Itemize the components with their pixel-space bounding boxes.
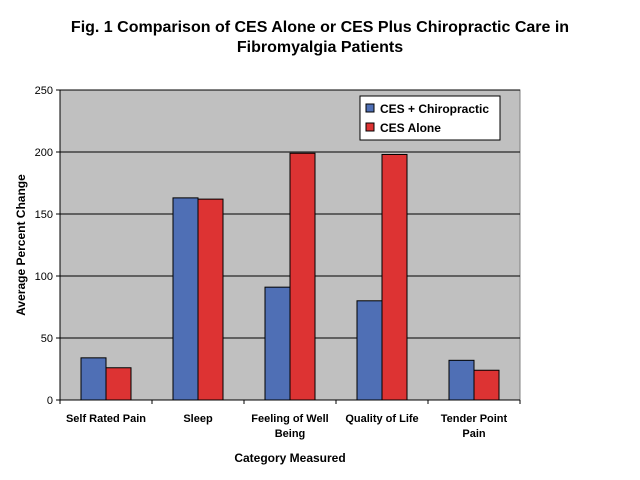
bar-ces-alone <box>473 369 500 401</box>
x-tick-label: Quality of Life <box>345 413 418 425</box>
x-tick-label: Pain <box>462 428 486 440</box>
bar-ces-alone <box>105 367 132 401</box>
x-tick-label: Being <box>275 428 306 440</box>
bar-ces-alone <box>381 153 408 401</box>
bar-ces-chiropractic <box>264 286 291 401</box>
bars <box>80 152 500 401</box>
x-axis-label: Category Measured <box>234 451 345 465</box>
y-tick-label: 50 <box>41 333 53 345</box>
y-tick-label: 0 <box>47 395 53 407</box>
chart-title-line: Fig. 1 Comparison of CES Alone or CES Pl… <box>71 19 569 36</box>
x-tick-labels: Self Rated Pain Sleep Feeling of Well Being… <box>66 413 508 440</box>
x-tick-label: Tender Point <box>441 413 508 425</box>
bar-ces-alone <box>197 198 224 401</box>
chart-title: Fig. 1 Comparison of CES Alone or CES Pl… <box>71 19 569 56</box>
legend-box <box>359 95 501 141</box>
legend: CES + Chiropractic CES Alone <box>359 95 501 141</box>
y-tick-label: 200 <box>35 147 53 159</box>
y-axis-label: Average Percent Change <box>14 174 28 316</box>
chart-title-line: Fibromyalgia Patients <box>237 39 403 56</box>
bar-ces-chiropractic <box>172 197 199 401</box>
bar-ces-alone <box>289 152 316 401</box>
x-tick-label: Self Rated Pain <box>66 413 146 425</box>
axes <box>56 89 521 404</box>
y-tick-label: 150 <box>35 209 53 221</box>
bar-ces-chiropractic <box>80 357 107 401</box>
y-tick-labels: 0 50 100 150 200 250 <box>35 85 53 407</box>
legend-swatch <box>365 122 375 132</box>
legend-swatch <box>365 103 375 113</box>
y-tick-label: 250 <box>35 85 53 97</box>
bar-ces-chiropractic <box>356 300 383 401</box>
legend-label: CES Alone <box>380 121 441 135</box>
bar-ces-chiropractic <box>448 359 475 401</box>
x-tick-label: Sleep <box>183 413 213 425</box>
y-tick-label: 100 <box>35 271 53 283</box>
x-tick-label: Feeling of Well <box>251 413 328 425</box>
legend-label: CES + Chiropractic <box>380 102 489 116</box>
